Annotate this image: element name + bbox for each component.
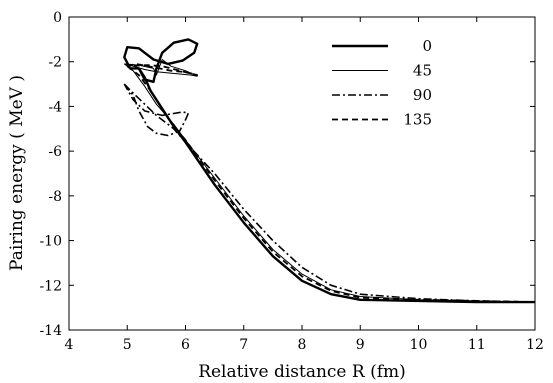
- series-line-45: [123, 63, 536, 303]
- y-tick-label: -12: [39, 278, 62, 294]
- y-tick-label: -4: [48, 99, 62, 115]
- x-tick-label: 5: [123, 337, 132, 353]
- series-line-90: [123, 83, 536, 303]
- x-axis-label: Relative distance R (fm): [198, 362, 406, 382]
- y-tick-label: 0: [53, 10, 62, 26]
- y-tick-label: -6: [48, 144, 62, 160]
- x-tick-label: 9: [356, 337, 365, 353]
- x-tick-label: 11: [468, 337, 486, 353]
- y-tick-label: -10: [39, 234, 62, 250]
- legend: 0 45 90 135: [332, 37, 432, 129]
- x-tick-label: 12: [526, 337, 544, 353]
- lines-group: [123, 38, 536, 304]
- series-loop-45: [124, 59, 198, 77]
- x-tick-label: 6: [181, 337, 190, 353]
- legend-label-0: 0: [422, 37, 432, 55]
- y-tick-label: -8: [48, 189, 62, 205]
- series-loop-90: [123, 83, 190, 137]
- x-tick-label: 4: [65, 337, 74, 353]
- series-loop-0: [123, 38, 199, 83]
- y-tick-label: -14: [39, 323, 62, 339]
- legend-label-45: 45: [413, 62, 432, 80]
- y-axis-label: Pairing energy ( MeV ): [7, 75, 27, 271]
- x-tick-label: 8: [298, 337, 307, 353]
- series-loop-135: [127, 63, 199, 76]
- legend-label-135: 135: [403, 111, 432, 129]
- legend-label-90: 90: [413, 86, 432, 104]
- ticks-group: 4 5 6 7 8 9 10 11 120-2-4-6-8-10-12-14: [39, 10, 543, 353]
- y-tick-label: -2: [48, 55, 62, 71]
- series-line-135: [126, 65, 536, 303]
- x-tick-label: 7: [239, 337, 248, 353]
- x-tick-label: 10: [410, 337, 428, 353]
- series-line-0: [137, 67, 535, 304]
